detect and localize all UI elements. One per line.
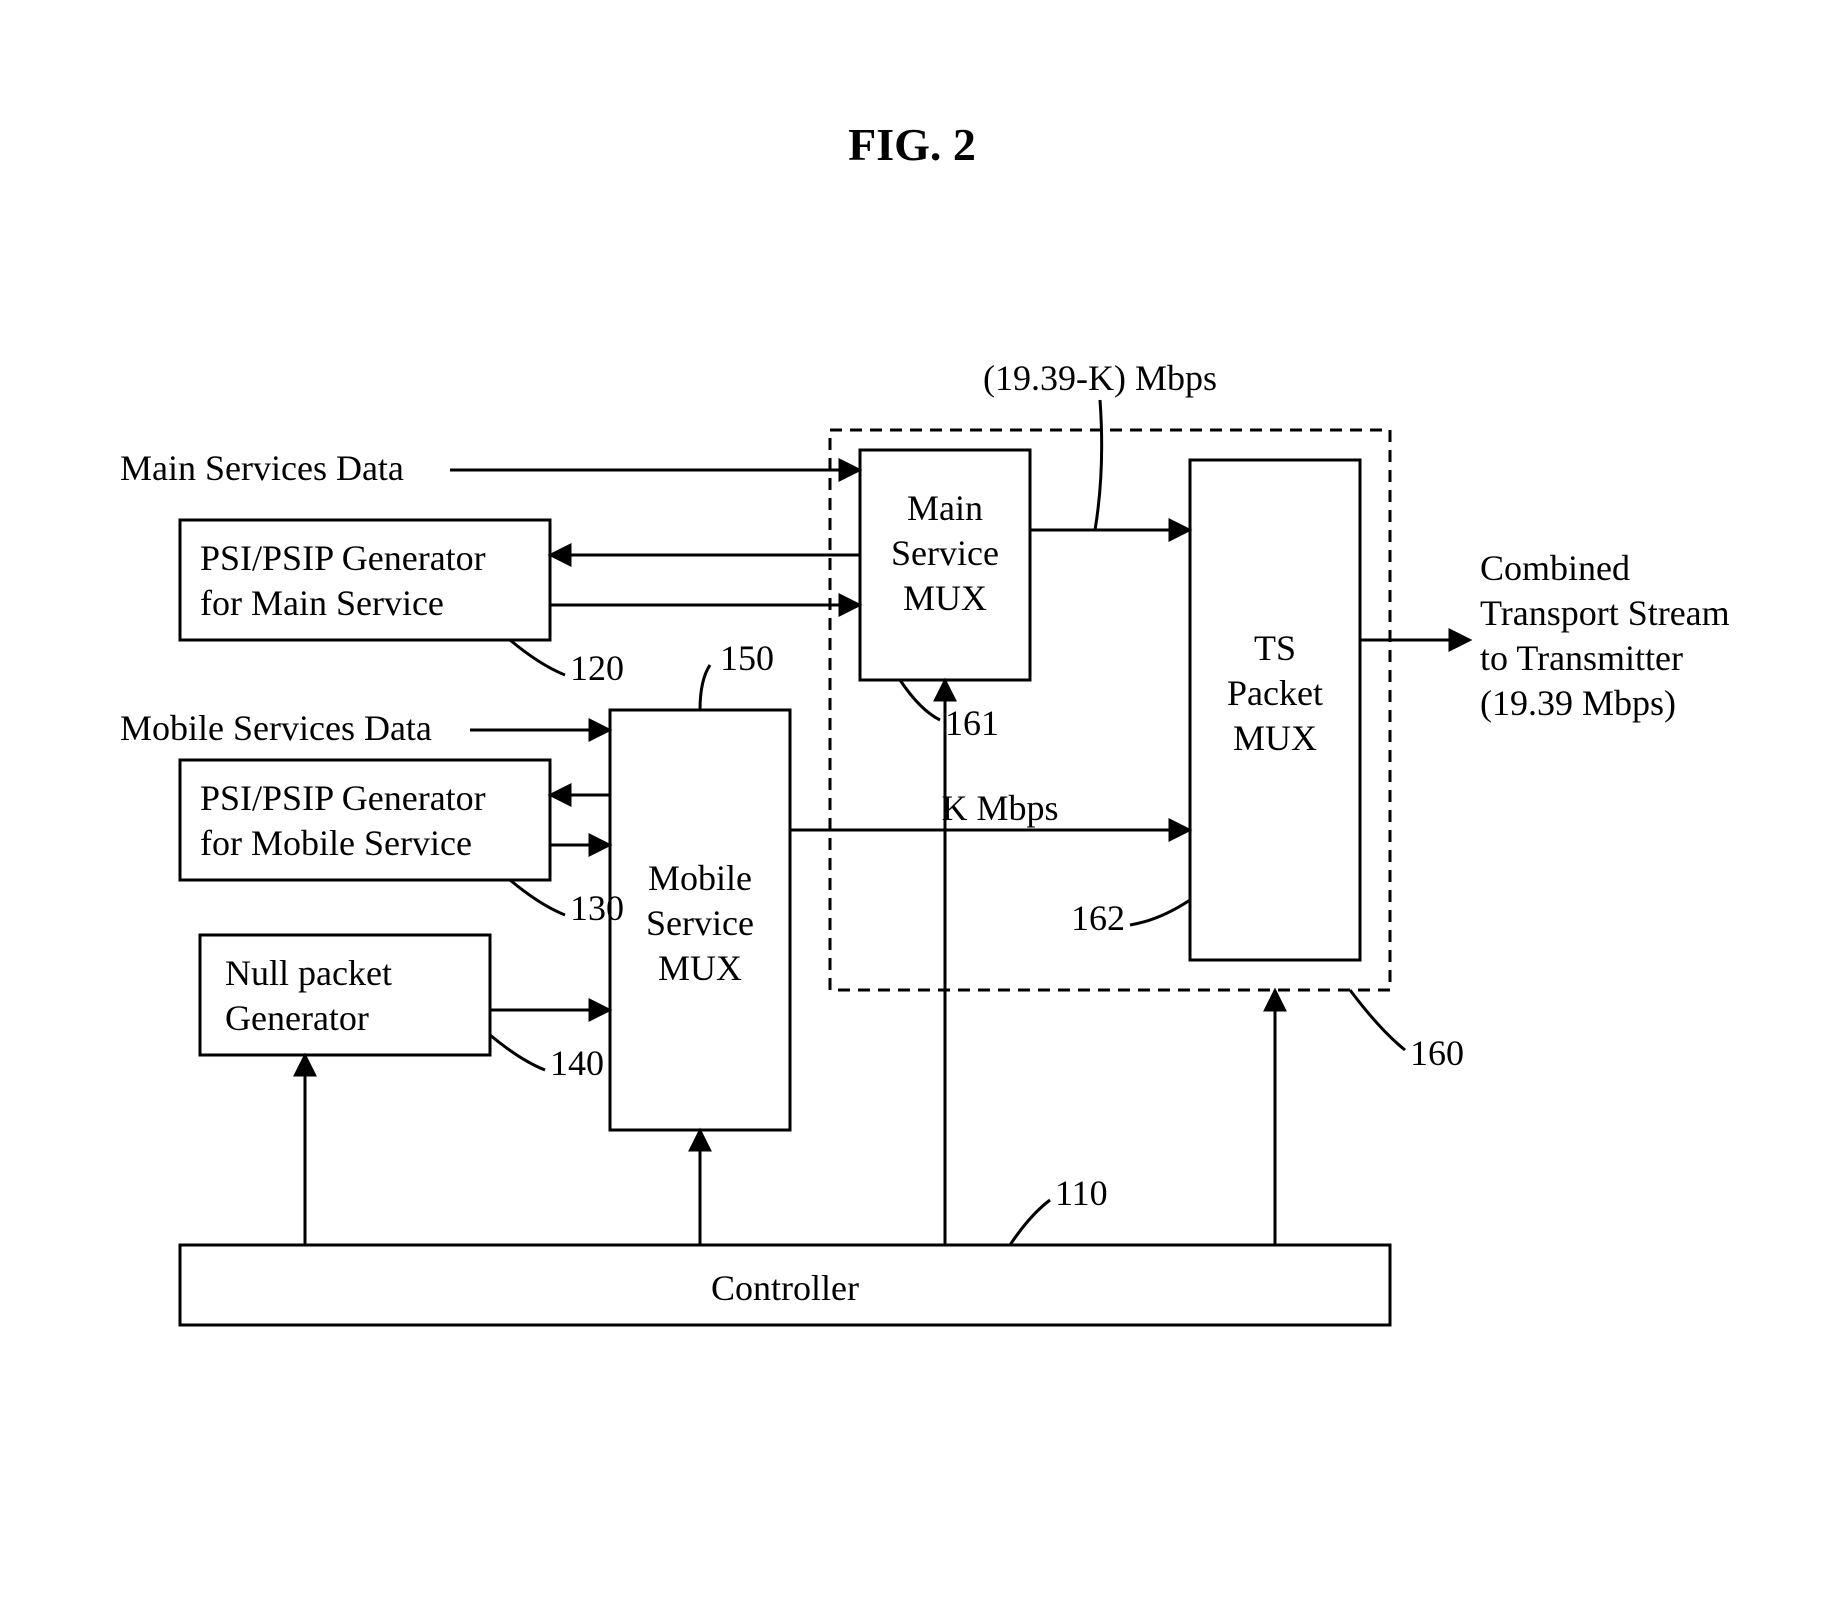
ref-130: 130 [570,888,624,928]
leader-110 [1010,1200,1050,1245]
leader-161 [900,680,940,720]
psip-mobile-label-1: PSI/PSIP Generator [200,778,486,818]
main-service-mux-label-3: MUX [903,578,987,618]
controller-label: Controller [711,1268,859,1308]
mobile-service-mux-label-3: MUX [658,948,742,988]
mobile-path-rate-label: K Mbps [941,788,1058,828]
ref-150: 150 [720,638,774,678]
leader-150 [700,665,710,710]
output-label-4: (19.39 Mbps) [1480,683,1676,723]
ref-140: 140 [550,1043,604,1083]
figure-title: FIG. 2 [848,119,976,170]
null-gen-label-1: Null packet [225,953,392,993]
output-label-1: Combined [1480,548,1630,588]
psip-main-label-1: PSI/PSIP Generator [200,538,486,578]
ref-161: 161 [945,703,999,743]
leader-162 [1130,900,1190,925]
mobile-services-data-label: Mobile Services Data [120,708,432,748]
ref-110: 110 [1055,1173,1108,1213]
main-service-mux-label-1: Main [907,488,983,528]
leader-130 [510,880,565,915]
main-service-mux-label-2: Service [891,533,999,573]
mobile-service-mux-label-2: Service [646,903,754,943]
leader-140 [490,1035,545,1070]
ref-120: 120 [570,648,624,688]
ts-packet-mux-label-1: TS [1254,628,1296,668]
ref-160: 160 [1410,1033,1464,1073]
main-path-rate-label: (19.39-K) Mbps [983,358,1217,398]
mobile-service-mux-label-1: Mobile [648,858,752,898]
ref-162: 162 [1071,898,1125,938]
output-label-3: to Transmitter [1480,638,1683,678]
main-services-data-label: Main Services Data [120,448,404,488]
psip-mobile-label-2: for Mobile Service [200,823,472,863]
leader-main-rate [1095,400,1102,530]
leader-160 [1350,990,1405,1050]
output-label-2: Transport Stream [1480,593,1730,633]
leader-120 [510,640,565,675]
block-diagram: FIG. 2 Main Service MUX TS Packet MUX PS… [0,0,1824,1619]
ts-packet-mux-label-2: Packet [1227,673,1323,713]
psip-main-label-2: for Main Service [200,583,444,623]
null-gen-label-2: Generator [225,998,369,1038]
ts-packet-mux-label-3: MUX [1233,718,1317,758]
